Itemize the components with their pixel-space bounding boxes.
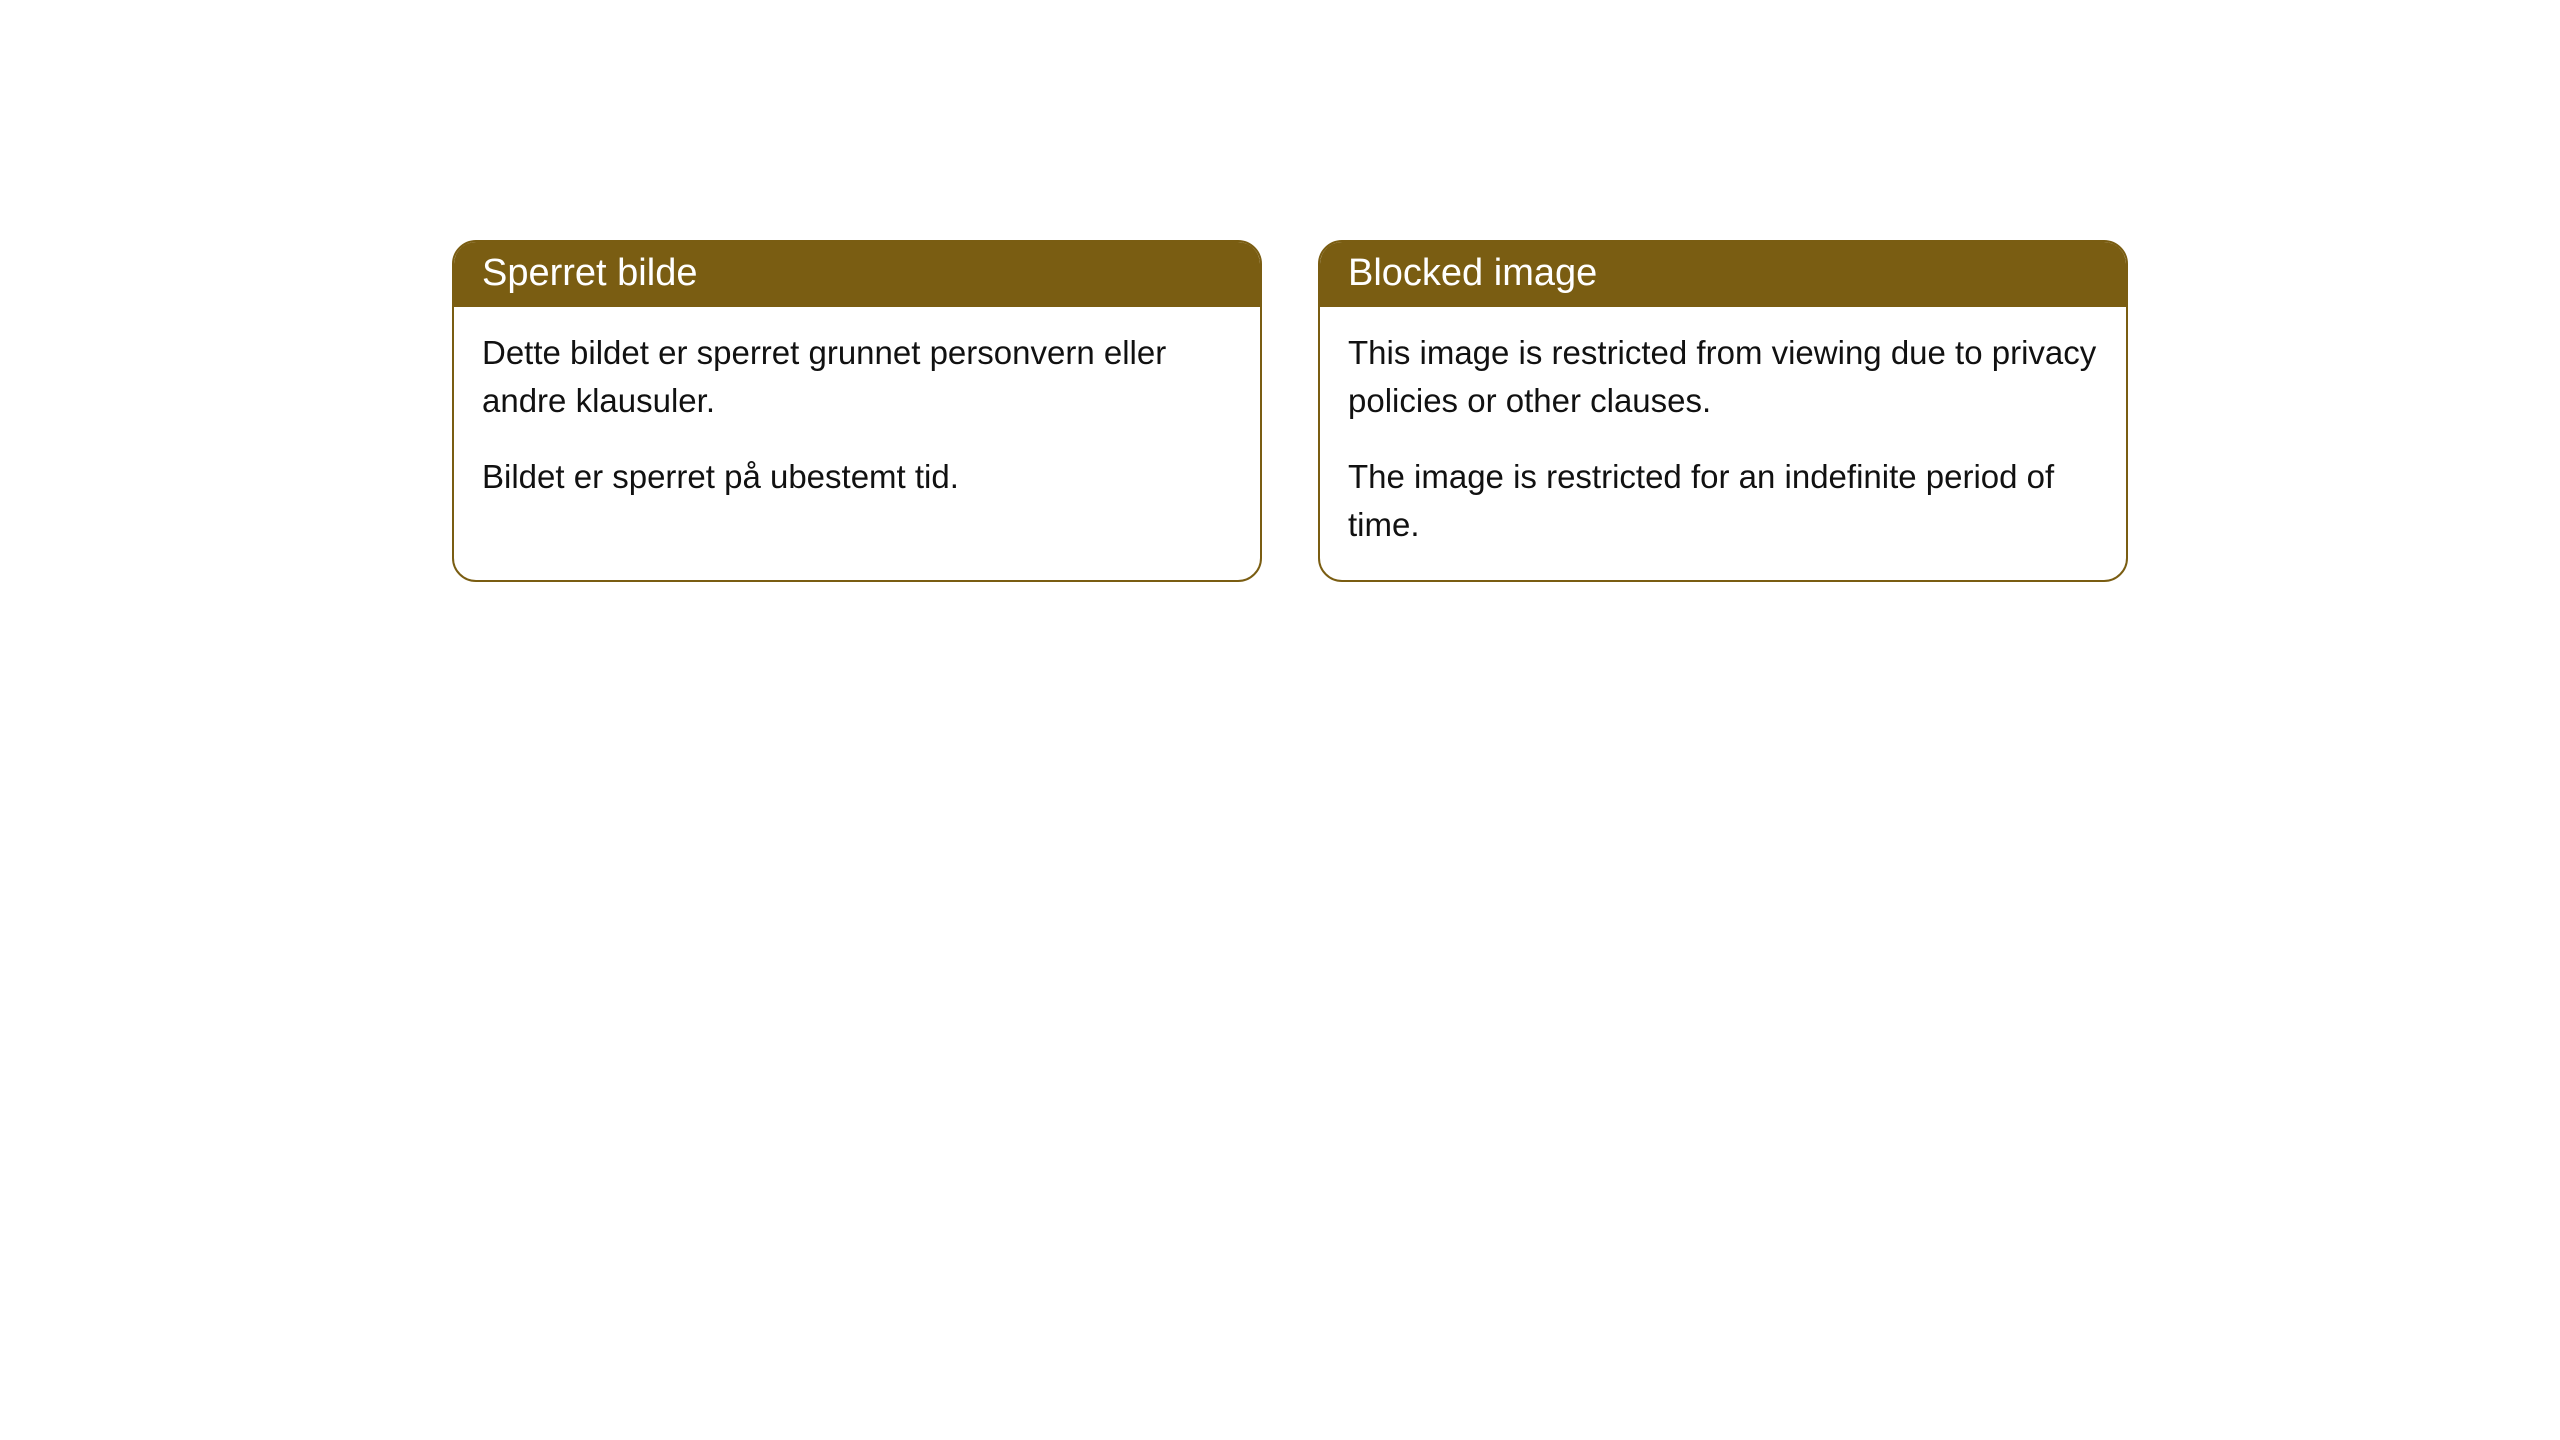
card-paragraph: Bildet er sperret på ubestemt tid. (482, 453, 1232, 501)
card-blocked-image-en: Blocked image This image is restricted f… (1318, 240, 2128, 582)
card-header: Sperret bilde (454, 242, 1260, 307)
card-body: This image is restricted from viewing du… (1320, 307, 2126, 580)
card-body: Dette bildet er sperret grunnet personve… (454, 307, 1260, 533)
card-header: Blocked image (1320, 242, 2126, 307)
card-paragraph: The image is restricted for an indefinit… (1348, 453, 2098, 549)
card-paragraph: Dette bildet er sperret grunnet personve… (482, 329, 1232, 425)
card-paragraph: This image is restricted from viewing du… (1348, 329, 2098, 425)
card-blocked-image-no: Sperret bilde Dette bildet er sperret gr… (452, 240, 1262, 582)
cards-container: Sperret bilde Dette bildet er sperret gr… (452, 240, 2128, 582)
